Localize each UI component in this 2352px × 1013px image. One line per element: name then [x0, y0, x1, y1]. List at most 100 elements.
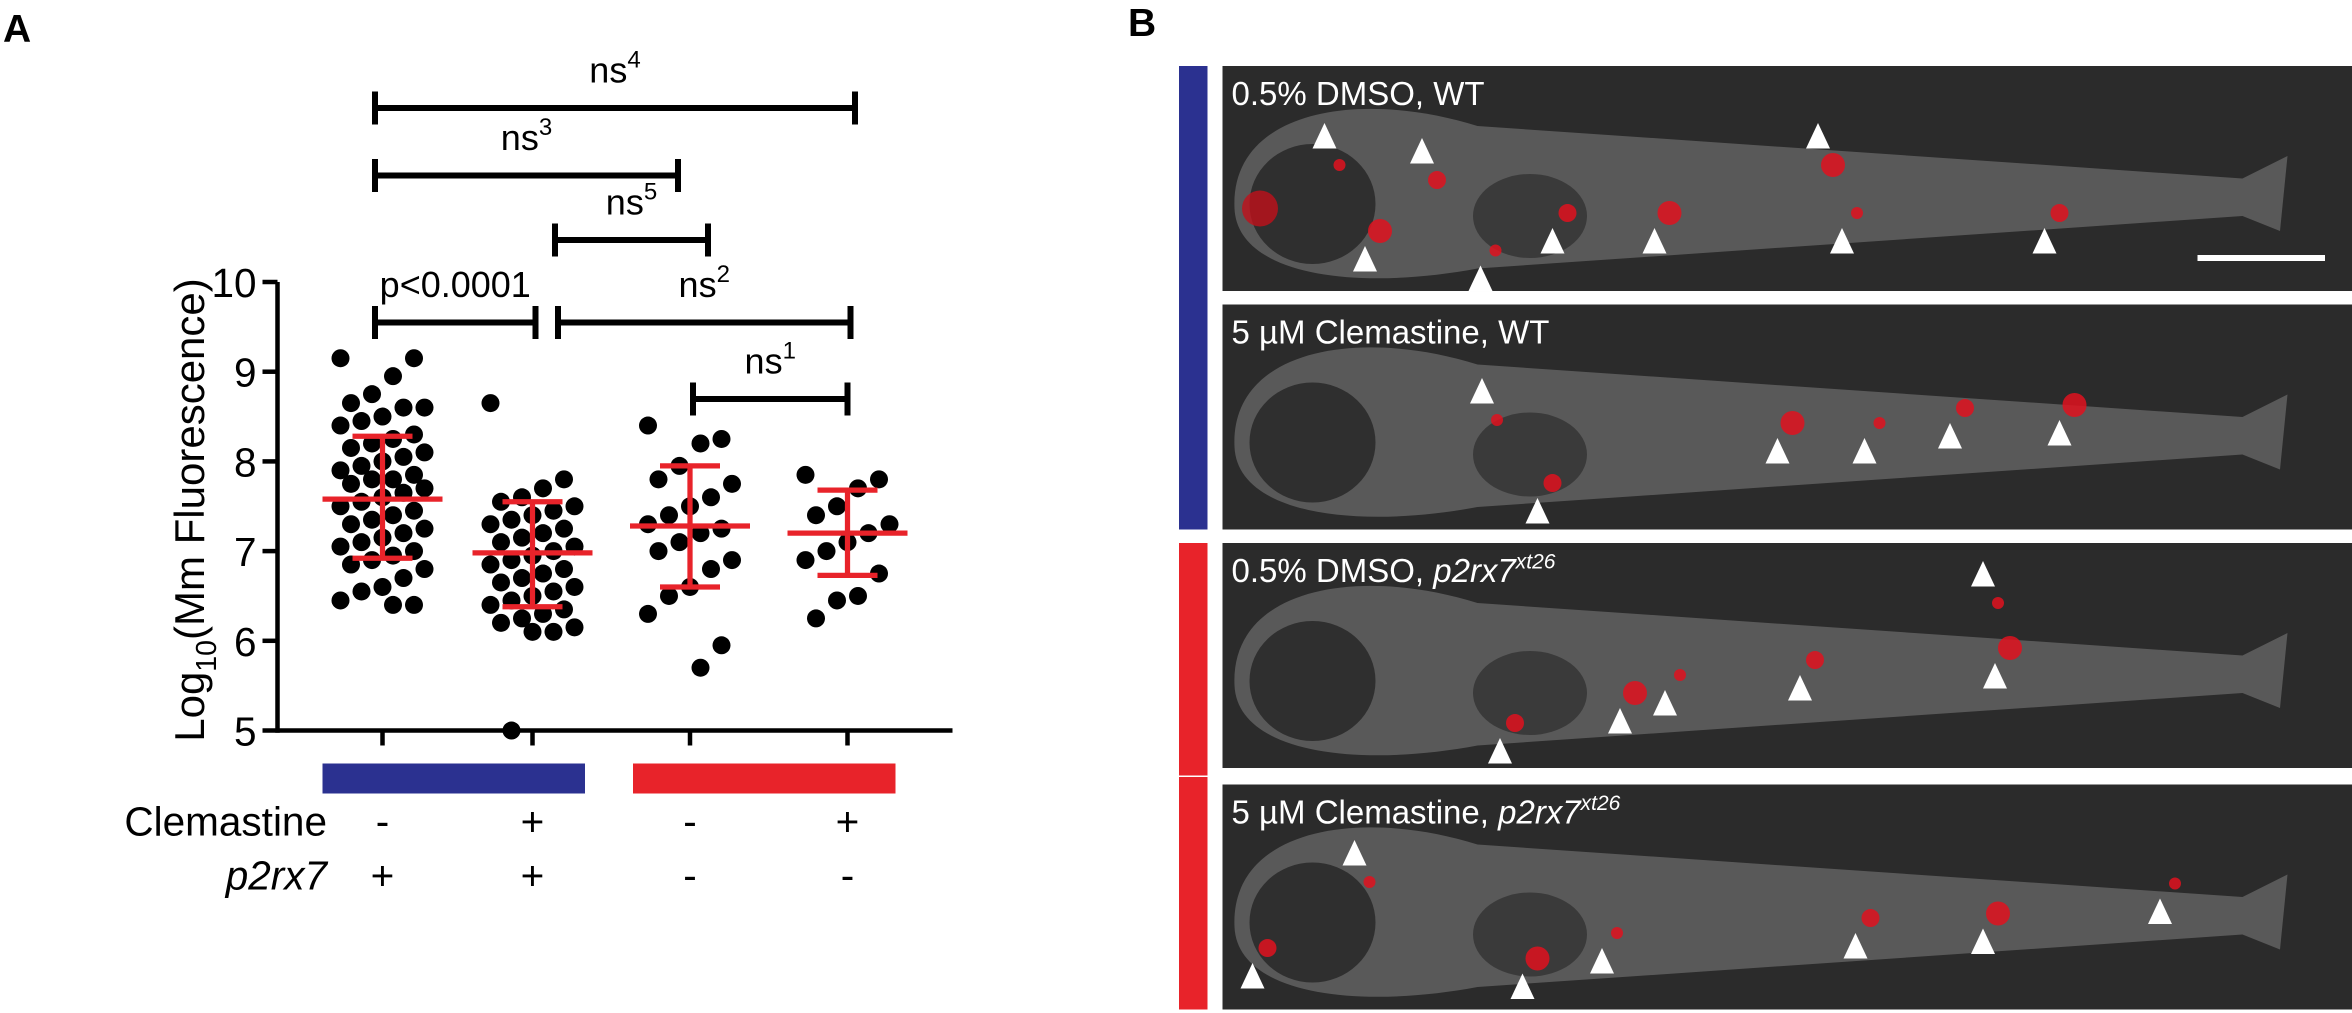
comparison-text: ns [606, 182, 644, 223]
image-label: 5 µM Clemastine, p2rx7xt26 [1232, 792, 1621, 831]
comparison-bracket [372, 159, 681, 193]
group-color-bar [1179, 543, 1208, 776]
data-dot [384, 367, 402, 386]
data-dot [331, 537, 350, 556]
data-dot [513, 609, 531, 628]
data-dot [639, 416, 657, 435]
data-dot [702, 488, 720, 507]
row-label: p2rx7 [224, 853, 329, 899]
data-dot [534, 524, 552, 543]
micrograph [1222, 543, 2352, 769]
data-dot [415, 443, 434, 462]
data-dot [405, 542, 423, 561]
micrograph [1222, 66, 2352, 292]
group-color-bar [322, 763, 458, 794]
data-dot [384, 595, 402, 614]
arrowhead [1765, 438, 1790, 464]
data-dot [544, 622, 563, 641]
data-dot [394, 569, 413, 588]
data-dot [807, 609, 825, 628]
data-dot [394, 447, 413, 466]
label-sup: xt26 [1580, 792, 1621, 815]
arrowhead [1540, 228, 1565, 254]
comparison-bracket [372, 91, 858, 125]
data-dot [796, 551, 815, 570]
comparison-label: ns5 [606, 179, 657, 223]
data-dot [394, 398, 413, 417]
data-dot [639, 604, 657, 623]
data-dot [394, 524, 413, 543]
p2rx7-sign: + [371, 853, 395, 899]
label-italic: p2rx7 [1432, 552, 1517, 589]
data-dot [702, 560, 720, 579]
data-dot [796, 465, 815, 484]
data-dot [555, 519, 573, 538]
data-dot [544, 501, 563, 520]
comparison-text: ns [589, 50, 627, 91]
comparison-label: ns4 [589, 47, 640, 91]
fish-eye [1249, 862, 1376, 983]
comparison-sup: 4 [627, 47, 640, 74]
comparison-bracket [690, 382, 851, 416]
data-dot [342, 474, 360, 493]
data-dot [481, 555, 500, 574]
fish-eye [1249, 382, 1376, 503]
infection-spot [1806, 651, 1824, 670]
data-dot [723, 551, 741, 570]
data-dot [363, 385, 381, 404]
data-dot [384, 546, 402, 565]
infection-spot [1986, 901, 2010, 926]
group-color-bar [457, 763, 585, 794]
data-dot [555, 560, 573, 579]
data-dot [384, 506, 402, 525]
arrowhead [1312, 123, 1337, 149]
data-dot [363, 434, 381, 453]
arrowhead [1353, 246, 1377, 272]
data-dot [534, 604, 552, 623]
clemastine-sign: - [683, 799, 697, 845]
comparison-label: ns2 [679, 261, 730, 305]
data-dot [415, 479, 434, 498]
infection-spot [1657, 201, 1682, 226]
infection-spot [1258, 939, 1277, 958]
data-dot [363, 470, 381, 489]
data-dot [481, 394, 500, 413]
arrowhead [2047, 420, 2072, 446]
arrowhead [1590, 948, 1614, 974]
arrowhead [1642, 228, 1667, 254]
infection-spot [2169, 877, 2181, 890]
data-dot [352, 533, 371, 552]
fish-yolk [1473, 174, 1587, 259]
comparison-text: ns [501, 117, 539, 158]
data-dot [649, 470, 668, 489]
infection-spot [1851, 207, 1863, 220]
fish-eye [1249, 621, 1376, 742]
arrowhead [1852, 438, 1877, 464]
arrowhead [1983, 663, 2007, 689]
data-dot [352, 582, 371, 601]
arrowhead [1488, 738, 1512, 764]
micrograph [1222, 304, 2352, 530]
infection-spot [1623, 681, 1647, 706]
infection-spot [1363, 876, 1376, 889]
data-dot [481, 595, 500, 614]
data-dot [534, 564, 552, 583]
data-dot [331, 461, 350, 480]
infection-spot [2062, 393, 2087, 418]
y-tick-label: 7 [234, 529, 257, 575]
infection-spot [1428, 171, 1446, 190]
y-tick-label: 8 [234, 439, 257, 485]
data-dot [712, 519, 731, 538]
data-dot [502, 510, 521, 529]
arrowhead [1510, 973, 1535, 1000]
data-dot [712, 636, 731, 655]
data-dot [492, 492, 510, 511]
arrowhead [2032, 228, 2057, 254]
image-label: 0.5% DMSO, WT [1232, 75, 1485, 112]
infection-spot [1506, 714, 1524, 733]
group-color-bar [768, 763, 896, 794]
comparison-text: ns [745, 341, 783, 382]
comparison-label: p<0.0001 [380, 264, 531, 305]
data-dot [373, 407, 392, 426]
panel-label: B [1128, 2, 1156, 45]
